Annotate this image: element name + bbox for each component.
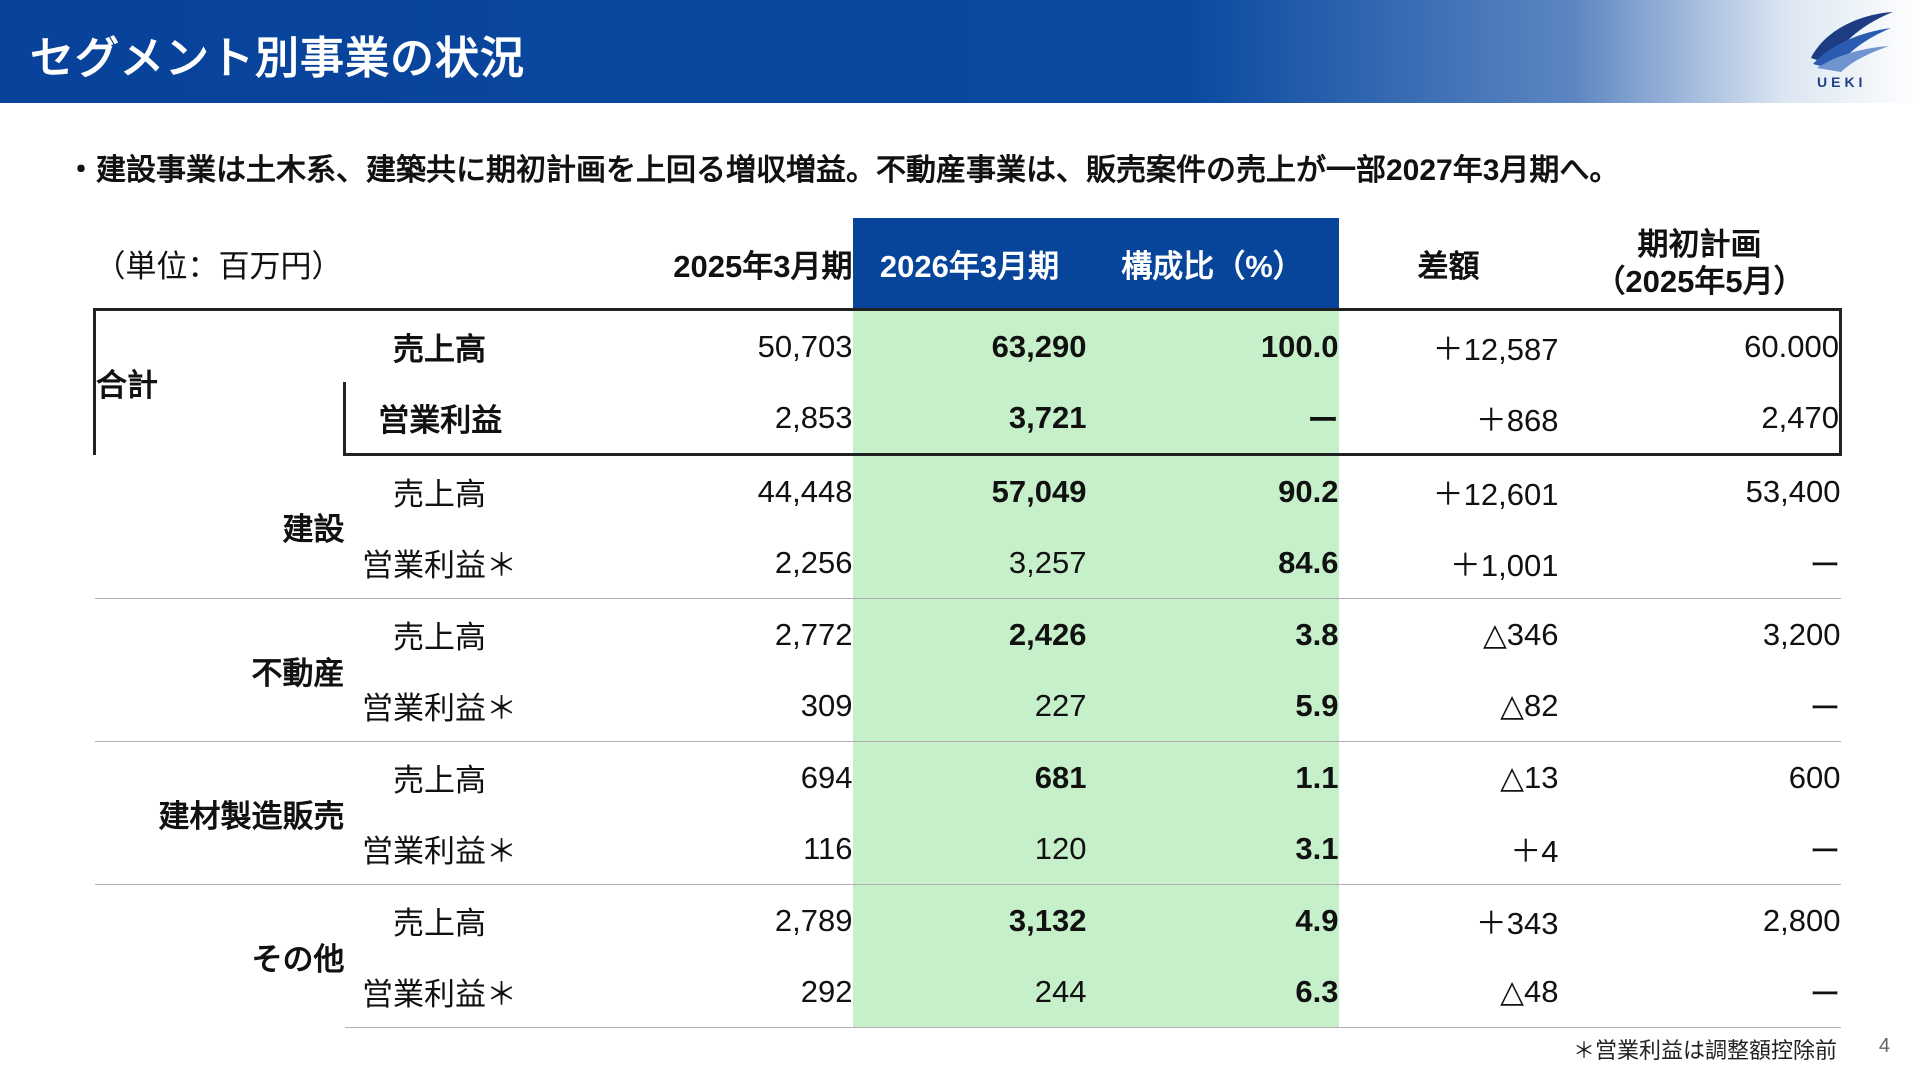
cell-ratio: 6.3 [1086,956,1339,1028]
cell-fy2025: 2,256 [774,544,853,580]
cell-fy2026: 244 [852,956,1087,1028]
slide-header: セグメント別事業の状況 UEKI [0,0,1920,103]
header-ratio: 構成比（%） [1086,218,1339,310]
cell-plan: 2,470 [1558,382,1842,456]
company-logo: UEKI [1805,8,1900,98]
cell-diff: ＋868 [1338,382,1559,456]
cell-ratio: 4.9 [1086,884,1339,956]
row-label: 営業利益＊ [362,691,517,726]
cell-plan: 53,400 [1745,473,1841,509]
cell-diff: ＋4 [1510,834,1559,869]
cell-fy2026: 3,721 [852,382,1087,456]
table-row: 営業利益＊ 309 227 5.9 △82 ー [95,670,1841,742]
table-header-row: （単位：百万円） 2025年3月期 2026年3月期 構成比（%） 差額 期初計… [95,218,1841,310]
cell-ratio: 90.2 [1086,454,1339,527]
cell-plan: ー [1809,691,1841,726]
group-name: その他 [94,884,345,1028]
table-row: 営業利益＊ 292 244 6.3 △48 ー [95,956,1841,1028]
cell-fy2025: 292 [534,956,853,1028]
table-row: 営業利益 2,853 3,721 ー ＋868 2,470 [95,382,1842,456]
cell-diff: ＋1,001 [1449,548,1559,583]
cell-plan: ー [1809,834,1841,869]
cell-fy2026: 57,049 [852,454,1087,527]
cell-fy2026: 681 [852,741,1087,813]
cell-ratio: ー [1086,382,1339,456]
header-plan: 期初計画 （2025年5月） [1559,218,1841,310]
cell-ratio: 84.6 [1086,527,1339,599]
cell-fy2025: 116 [803,830,853,866]
row-label: 営業利益 [343,382,535,456]
cell-ratio: 3.8 [1086,598,1339,670]
cell-diff: △346 [1338,598,1559,670]
cell-diff: ＋12,601 [1432,477,1559,512]
row-label: 売上高 [393,477,486,512]
page-title: セグメント別事業の状況 [30,34,525,83]
cell-plan: 600 [1558,741,1841,813]
cell-fy2026: 63,290 [852,308,1087,382]
cell-fy2025: 44,448 [757,473,853,509]
cell-diff: △82 [1500,687,1559,723]
cell-plan: ー [1558,956,1841,1028]
cell-ratio: 100.0 [1086,308,1339,382]
cell-fy2025: 50,703 [534,308,853,382]
row-label: 売上高 [344,741,535,813]
group-name: 合計 [93,308,345,455]
row-label: 営業利益＊ [362,834,517,869]
segment-table: （単位：百万円） 2025年3月期 2026年3月期 構成比（%） 差額 期初計… [93,218,1842,1028]
cell-diff: ＋12,587 [1338,308,1559,382]
row-label: 売上高 [344,884,535,956]
cell-fy2025: 2,772 [534,598,853,670]
summary-text: ・建設事業は土木系、建築共に期初計画を上回る増収増益。不動産事業は、販売案件の売… [66,154,1620,187]
table-row: 不動産 売上高 2,772 2,426 3.8 △346 3,200 [94,598,1841,742]
table-row: その他 売上高 2,789 3,132 4.9 ＋343 2,800 [94,884,1841,1028]
cell-fy2026: 3,132 [852,884,1087,956]
row-label: 売上高 [344,308,535,382]
cell-diff: △13 [1338,741,1559,813]
header-fy2026: 2026年3月期 [852,218,1087,310]
cell-fy2025: 2,853 [534,382,853,456]
cell-fy2025: 309 [800,687,853,723]
table-row: 建材製造販売 売上高 694 681 1.1 △13 600 [94,741,1841,885]
cell-fy2026: 227 [852,670,1087,742]
page-number: 4 [1878,1035,1890,1057]
header-plan-line2: （2025年5月） [1594,264,1805,299]
header-plan-line1: 期初計画 [1637,226,1762,262]
group-name: 建材製造販売 [94,741,345,885]
cell-diff: △48 [1338,956,1559,1028]
cell-plan: ー [1809,548,1841,583]
group-name: 建設 [282,511,345,547]
row-label: 売上高 [344,598,535,670]
cell-fy2026: 2,426 [852,598,1087,670]
table-row: 合計 売上高 50,703 63,290 100.0 ＋12,587 60.00… [93,308,1842,455]
cell-plan: 3,200 [1558,598,1841,670]
cell-fy2026: 120 [852,813,1087,885]
cell-diff: ＋343 [1338,884,1559,956]
header-fy2025: 2025年3月期 [673,248,853,284]
table-row: 営業利益＊ 116 120 3.1 ＋4 ー [95,813,1841,885]
logo-text: UEKI [1817,74,1867,90]
row-label: 営業利益＊ [344,956,535,1028]
cell-fy2025: 694 [534,741,853,813]
header-diff: 差額 [1417,248,1480,284]
cell-fy2025: 2,789 [534,884,853,956]
logo-swoosh-icon [1811,12,1893,72]
row-label: 営業利益＊ [362,548,517,583]
footnote: ＊営業利益は調整額控除前 [1572,1038,1837,1063]
cell-fy2026: 3,257 [852,527,1087,599]
table-row: 建設 売上高 44,448 57,049 90.2 ＋12,601 53,400 [95,454,1841,547]
group-name: 不動産 [94,598,345,742]
unit-label: （単位：百万円） [94,248,343,284]
cell-ratio: 3.1 [1086,813,1339,885]
table-row: 営業利益＊ 2,256 3,257 84.6 ＋1,001 ー [95,527,1841,599]
cell-ratio: 1.1 [1086,741,1339,813]
cell-plan: 2,800 [1558,884,1841,956]
cell-plan: 60.000 [1558,308,1842,382]
cell-ratio: 5.9 [1086,670,1339,742]
